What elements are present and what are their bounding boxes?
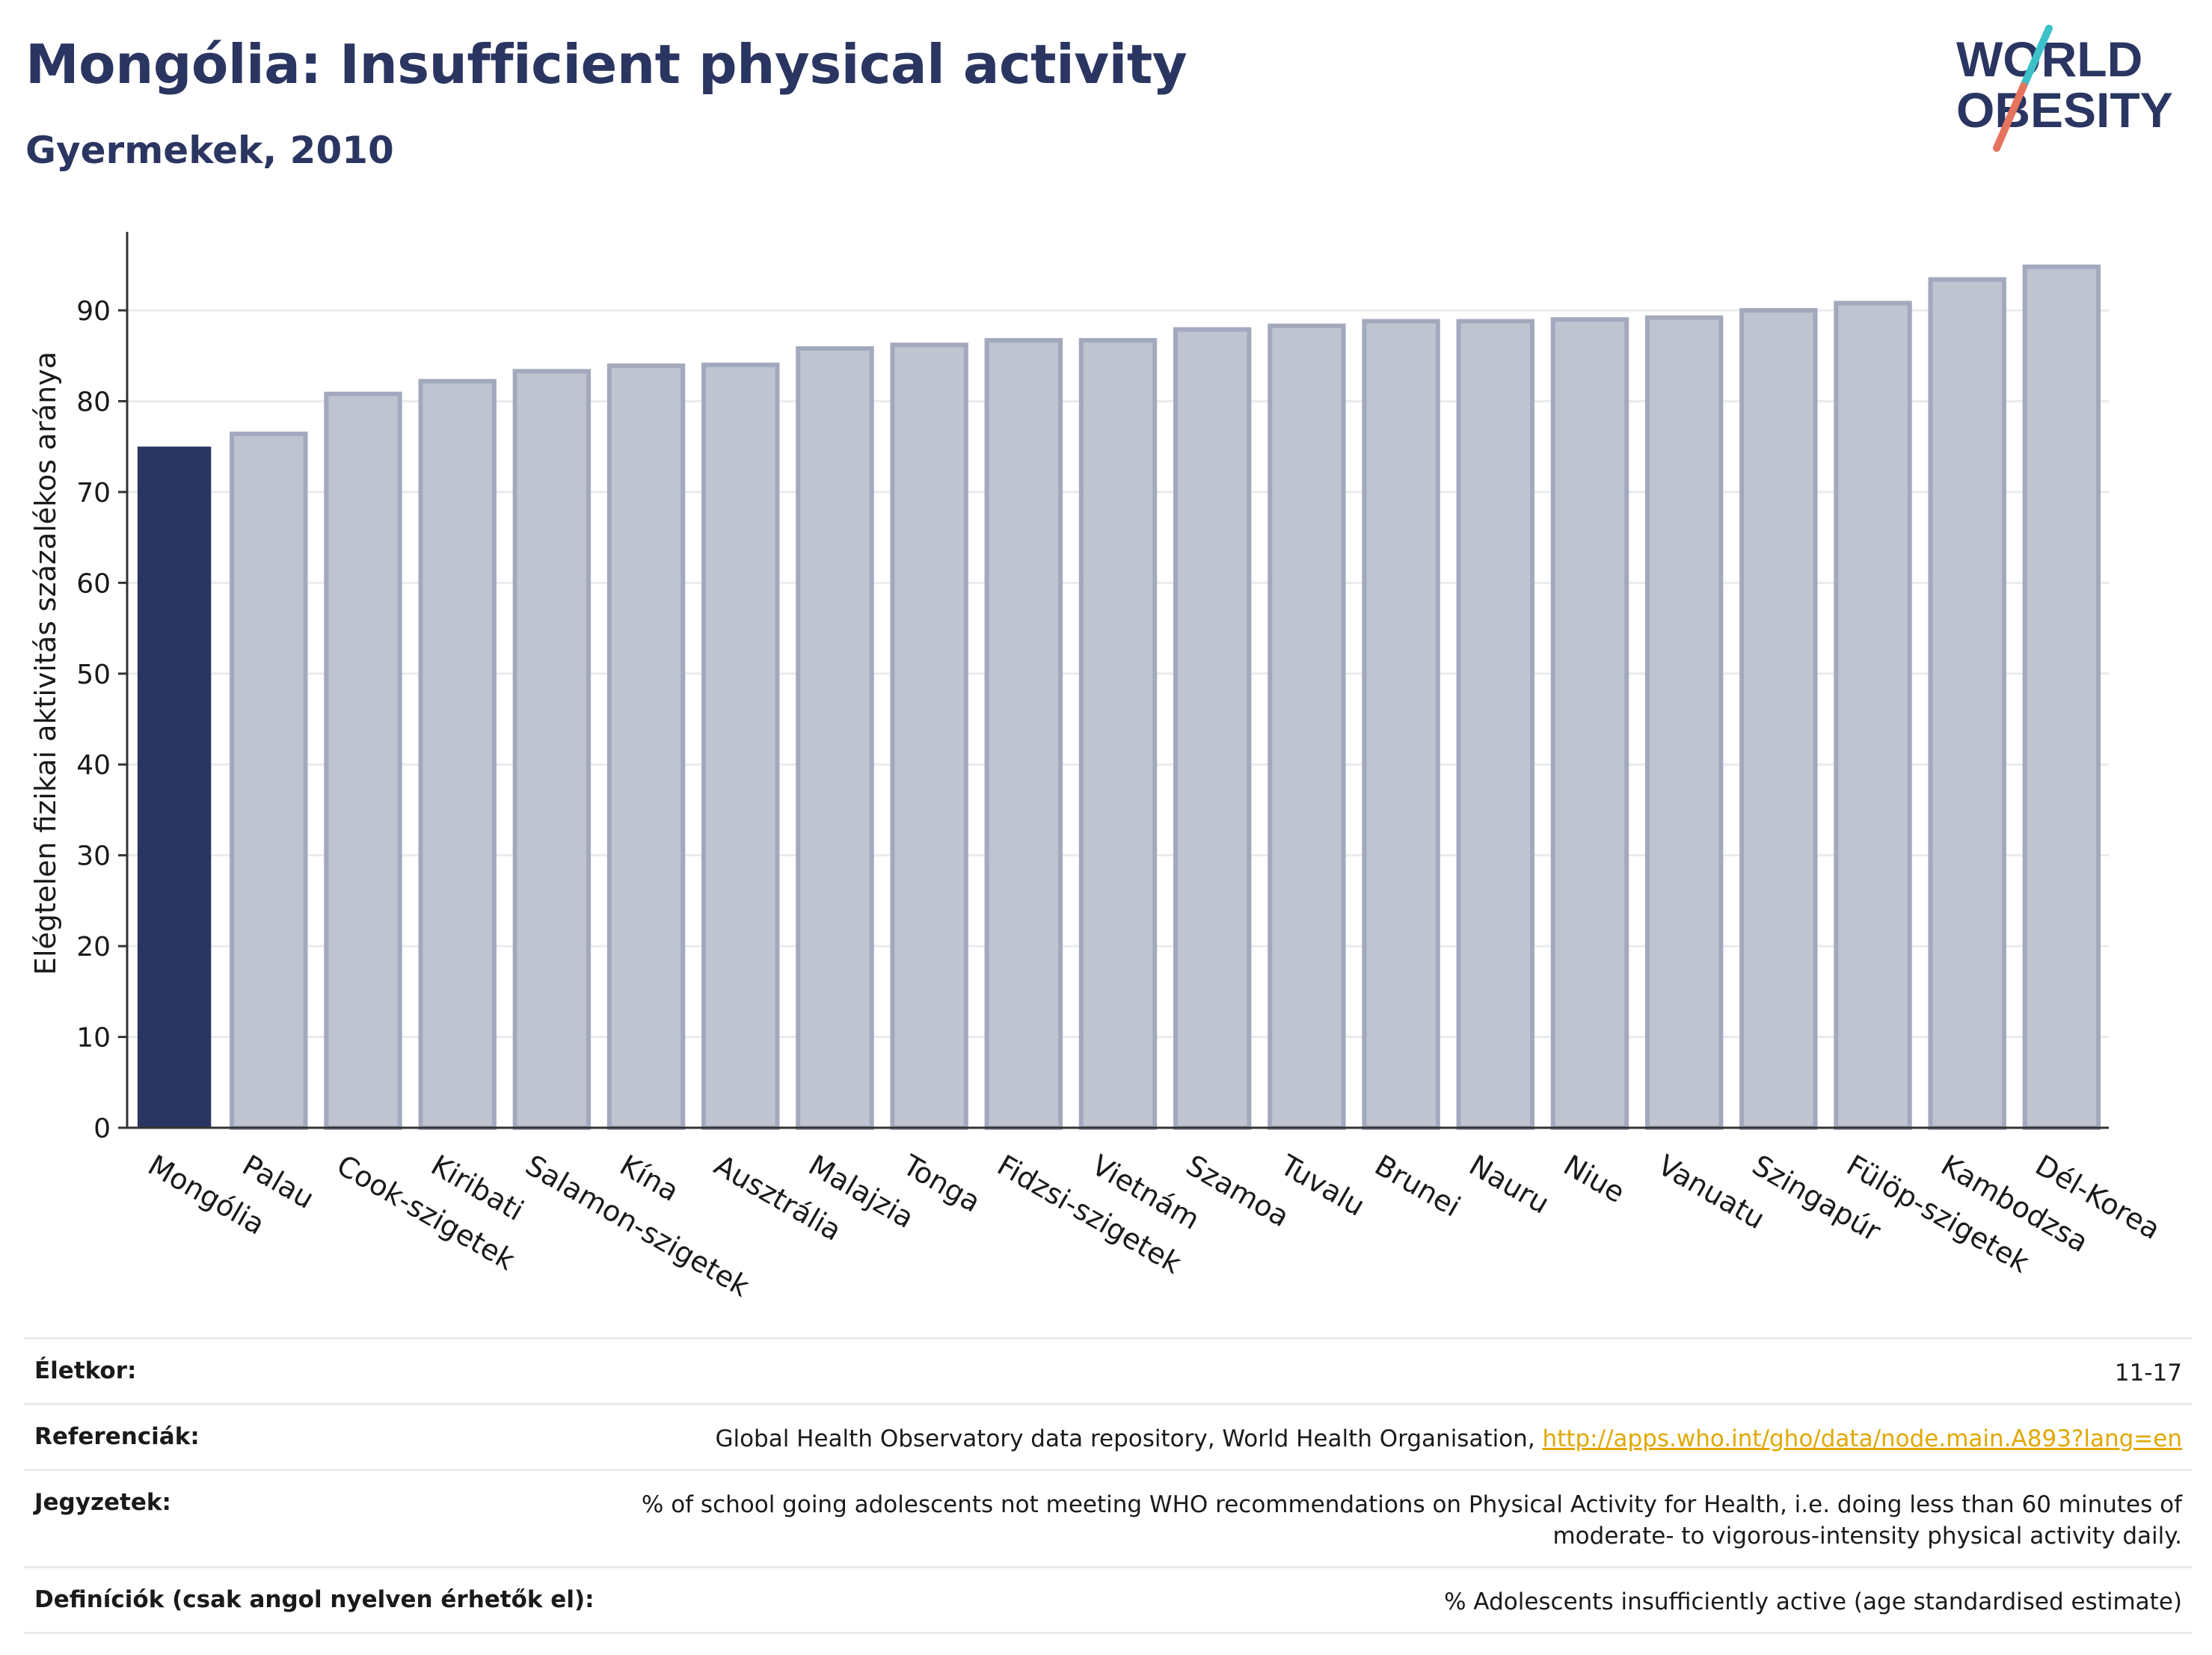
bar — [1078, 338, 1158, 1131]
meta-row-references: Referenciák: Global Health Observatory d… — [24, 1402, 2193, 1469]
notes-value: % of school going adolescents not meetin… — [641, 1490, 2182, 1550]
logo-text-obesity: OBESITY — [1956, 82, 2173, 138]
bar — [1739, 308, 1818, 1131]
y-tick-label: 70 — [76, 478, 111, 509]
references-link[interactable]: http://apps.who.int/gho/data/node.main.A… — [1542, 1425, 2182, 1452]
bar — [1928, 277, 2006, 1130]
y-tick-label: 30 — [76, 841, 111, 872]
y-tick-label: 90 — [76, 296, 111, 327]
bar — [137, 446, 212, 1128]
logo-text-world: WORLD — [1956, 31, 2142, 87]
y-tick-label: 10 — [76, 1023, 111, 1054]
world-obesity-logo: WORLD OBESITY — [1956, 25, 2173, 152]
x-tick-label: Nauru — [1463, 1149, 1555, 1220]
references-text: Global Health Observatory data repositor… — [715, 1425, 1543, 1452]
bar — [796, 346, 874, 1131]
y-tick-label: 0 — [93, 1114, 111, 1144]
bars-layer — [137, 264, 2101, 1131]
bar — [324, 391, 402, 1130]
meta-row-notes: Jegyzetek: % of school going adolescents… — [24, 1468, 2193, 1567]
bar — [890, 343, 968, 1130]
bar — [1268, 323, 1346, 1131]
bar — [701, 362, 780, 1130]
meta-row-definitions: Definíciók (csak angol nyelven érhetők e… — [24, 1566, 2193, 1634]
definitions-label: Definíciók (csak angol nyelven érhetők e… — [34, 1586, 595, 1614]
age-value: 11-17 — [2114, 1360, 2182, 1387]
bar — [606, 363, 686, 1131]
meta-row-age: Életkor: 11-17 — [24, 1337, 2193, 1403]
x-tick-label: Brunei — [1369, 1149, 1466, 1223]
logo-accent-coral — [1993, 82, 2027, 152]
y-tick-label: 60 — [76, 568, 111, 599]
references-label: Referenciák: — [34, 1422, 200, 1450]
x-tick-label: Niue — [1558, 1149, 1630, 1209]
bar — [2022, 264, 2101, 1130]
page-title: Mongólia: Insufficient physical activity — [25, 33, 1188, 96]
bar — [1834, 301, 1912, 1131]
metadata-table: Életkor: 11-17 Referenciák: Global Healt… — [24, 1337, 2193, 1634]
bar — [1456, 319, 1534, 1130]
bar — [512, 369, 592, 1130]
references-value: Global Health Observatory data repositor… — [715, 1423, 2182, 1455]
y-tick-label: 20 — [76, 932, 111, 962]
x-tick-label: Vanuatu — [1653, 1149, 1771, 1235]
bar — [1644, 315, 1724, 1130]
bar — [984, 338, 1063, 1131]
bar — [418, 378, 497, 1130]
page-subtitle: Gyermekek, 2010 — [25, 129, 394, 172]
logo-accent-teal — [2020, 25, 2053, 90]
age-label: Életkor: — [34, 1357, 137, 1384]
bar — [1173, 327, 1252, 1130]
bar — [1550, 317, 1629, 1130]
bar — [230, 432, 308, 1130]
definitions-value: % Adolescents insufficiently active (age… — [1444, 1588, 2182, 1616]
y-axis-title: Elégtelen fizikai aktivitás százalékos a… — [29, 351, 62, 975]
y-tick-label: 40 — [76, 750, 111, 781]
notes-label: Jegyzetek: — [34, 1488, 171, 1516]
y-tick-label: 50 — [76, 660, 111, 690]
y-tick-label: 80 — [76, 387, 111, 417]
bar — [1362, 319, 1440, 1130]
